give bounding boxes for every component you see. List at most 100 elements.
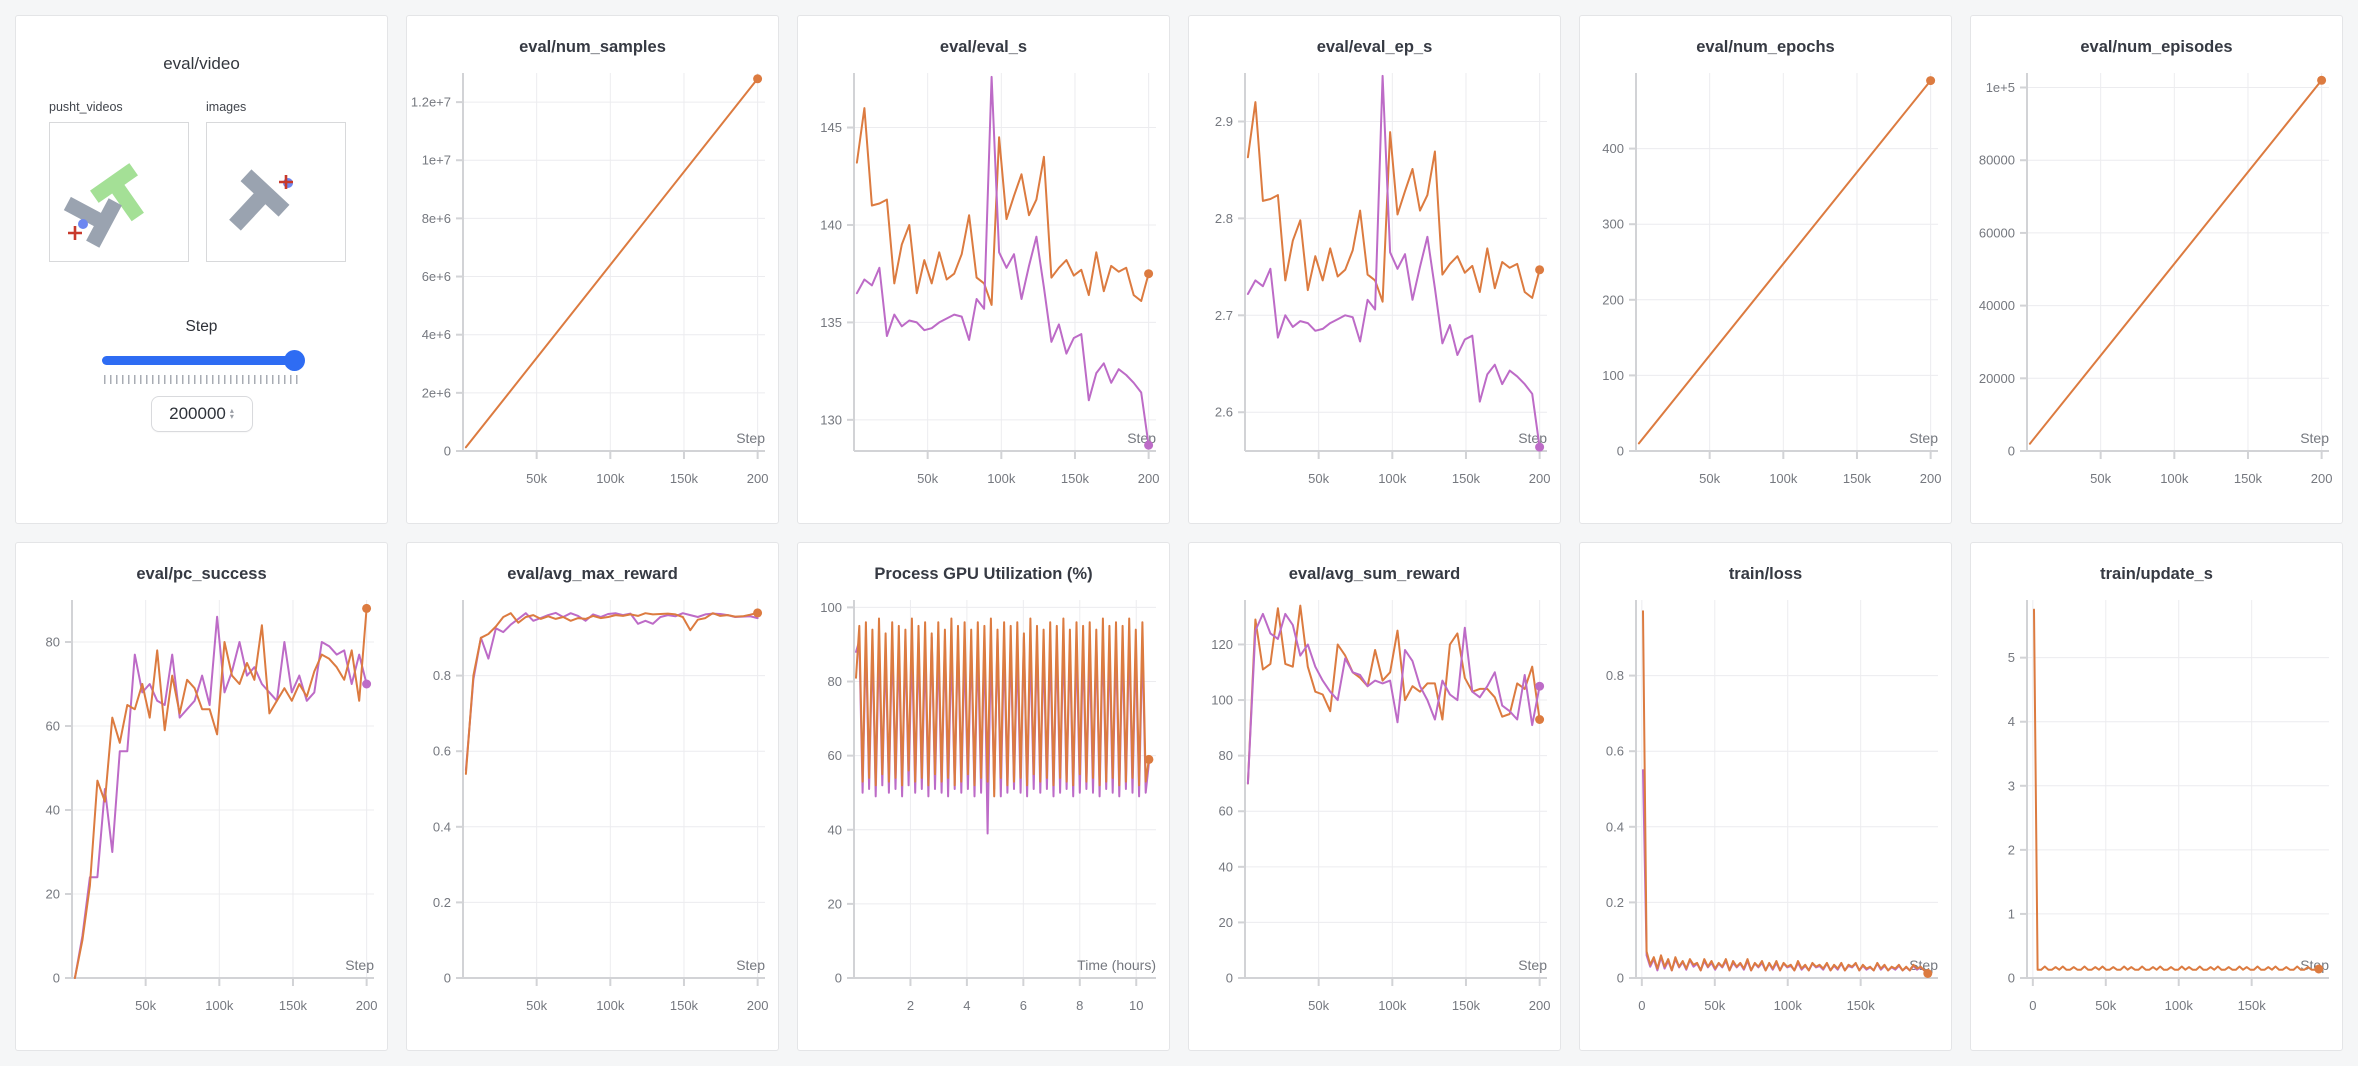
svg-text:8: 8	[1076, 998, 1083, 1013]
svg-text:50k: 50k	[135, 998, 156, 1013]
svg-text:50k: 50k	[2095, 998, 2116, 1013]
chart-panel-gpu-utilization[interactable]: Process GPU Utilization (%) 0 20 40 60 80 100…	[797, 542, 1170, 1051]
target-cross-icon	[68, 226, 82, 240]
svg-text:20: 20	[828, 896, 842, 911]
pusht-video-thumbnail[interactable]	[49, 122, 189, 262]
svg-text:60: 60	[46, 719, 60, 734]
svg-text:6: 6	[1020, 998, 1027, 1013]
line-chart: 0 20 40 60 80 100 120 50k 100k 150k 200 Step	[1211, 600, 1551, 1013]
svg-text:0: 0	[2029, 998, 2036, 1013]
svg-text:2.6: 2.6	[1215, 405, 1233, 420]
chart-panel-eval-pc-success[interactable]: eval/pc_success 0 20 40 60 80 50k 100k 150k 200 S…	[15, 542, 388, 1051]
chart-panel-train-loss[interactable]: train/loss 0 0.2 0.4 0.6 0.8 0 50k 100k 150k Step	[1579, 542, 1952, 1051]
svg-text:60000: 60000	[1979, 225, 2015, 240]
svg-text:200: 200	[747, 471, 769, 486]
step-value: 200000	[169, 404, 226, 423]
svg-text:100k: 100k	[987, 471, 1016, 486]
svg-text:140: 140	[820, 217, 842, 232]
svg-text:0.6: 0.6	[1606, 744, 1624, 759]
svg-text:150k: 150k	[670, 471, 699, 486]
chart-panel-eval-num-samples[interactable]: eval/num_samples 0 2e+6 4e+6 6e+6 8e+6 1e+7 1.…	[406, 15, 779, 524]
svg-text:4: 4	[963, 998, 970, 1013]
step-number-input[interactable]: 200000 ▴ ▾	[150, 396, 253, 432]
svg-text:100k: 100k	[596, 998, 625, 1013]
stepper-down-icon[interactable]: ▾	[229, 412, 234, 421]
svg-text:200: 200	[747, 998, 769, 1013]
svg-text:1e+7: 1e+7	[422, 153, 451, 168]
svg-text:50k: 50k	[1704, 998, 1725, 1013]
step-slider[interactable]	[101, 350, 305, 371]
svg-text:2.9: 2.9	[1215, 114, 1233, 129]
svg-text:1e+5: 1e+5	[1986, 80, 2015, 95]
svg-text:2.7: 2.7	[1215, 308, 1233, 323]
panel-eval-video[interactable]: eval/video pusht_videos	[15, 15, 388, 524]
agent-dot-icon	[78, 219, 88, 229]
chart-title: eval/num_samples	[519, 38, 666, 56]
media-pusht-videos: pusht_videos	[49, 100, 189, 262]
svg-text:Step: Step	[736, 957, 765, 973]
svg-text:0.2: 0.2	[433, 895, 451, 910]
svg-text:150k: 150k	[1843, 471, 1872, 486]
chart-panel-eval-eval-s[interactable]: eval/eval_s 130 135 140 145 50k 100k 150k 200 St…	[797, 15, 1170, 524]
svg-text:130: 130	[820, 412, 842, 427]
svg-text:50k: 50k	[1308, 998, 1329, 1013]
chart-panel-train-update-s[interactable]: train/update_s 0 1 2 3 4 5 0 50k 100k 150k Step	[1970, 542, 2343, 1051]
media-label: images	[206, 100, 247, 114]
image-scene-icon	[229, 169, 293, 231]
svg-text:200: 200	[1529, 998, 1551, 1013]
chart-panel-eval-eval-ep-s[interactable]: eval/eval_ep_s 2.6 2.7 2.8 2.9 50k 100k 150k 20…	[1188, 15, 1561, 524]
svg-text:Time (hours): Time (hours)	[1077, 957, 1156, 973]
svg-text:6e+6: 6e+6	[422, 269, 451, 284]
svg-text:0: 0	[444, 444, 451, 459]
svg-text:100k: 100k	[2160, 471, 2189, 486]
svg-text:20: 20	[46, 887, 60, 902]
chart-panel-eval-avg-sum-reward[interactable]: eval/avg_sum_reward 0 20 40 60 80 100 120 50k 10…	[1188, 542, 1561, 1051]
svg-text:3: 3	[2008, 778, 2015, 793]
slider-track[interactable]	[101, 356, 302, 365]
chart-panel-eval-num-epochs[interactable]: eval/num_epochs 0 100 200 300 400 50k 100k 150k…	[1579, 15, 1952, 524]
slider-thumb[interactable]	[283, 350, 305, 371]
svg-text:20: 20	[1219, 915, 1233, 930]
svg-text:0: 0	[53, 971, 60, 986]
svg-text:Step: Step	[2300, 430, 2329, 446]
svg-text:145: 145	[820, 120, 842, 135]
svg-text:0.4: 0.4	[1606, 819, 1624, 834]
svg-text:100k: 100k	[1769, 471, 1798, 486]
chart-title: eval/eval_s	[939, 38, 1028, 56]
svg-text:40: 40	[828, 822, 842, 837]
svg-text:200: 200	[1138, 471, 1160, 486]
chart-panel-eval-avg-max-reward[interactable]: eval/avg_max_reward 0 0.2 0.4 0.6 0.8 50k 100k…	[406, 542, 779, 1051]
svg-text:100: 100	[820, 600, 842, 615]
stepper-arrows[interactable]: ▴ ▾	[229, 406, 234, 421]
svg-text:5: 5	[2008, 650, 2015, 665]
chart-title: eval/eval_ep_s	[1316, 38, 1433, 56]
svg-text:200: 200	[2311, 471, 2333, 486]
svg-text:4e+6: 4e+6	[422, 327, 451, 342]
svg-text:150k: 150k	[1452, 998, 1481, 1013]
svg-text:150k: 150k	[2238, 998, 2267, 1013]
svg-text:0: 0	[2008, 444, 2015, 459]
media-label: pusht_videos	[49, 100, 123, 114]
images-thumbnail[interactable]	[206, 122, 346, 262]
svg-text:100: 100	[1211, 693, 1233, 708]
panel-title: eval/video	[163, 54, 240, 73]
stepper-up-icon[interactable]: ▴	[229, 406, 234, 415]
svg-text:10: 10	[1129, 998, 1143, 1013]
svg-text:400: 400	[1602, 141, 1624, 156]
svg-text:0.4: 0.4	[433, 819, 451, 834]
svg-text:300: 300	[1602, 217, 1624, 232]
svg-text:Step: Step	[1518, 430, 1547, 446]
svg-text:1: 1	[2008, 906, 2015, 921]
svg-text:150k: 150k	[1452, 471, 1481, 486]
svg-text:135: 135	[820, 315, 842, 330]
svg-text:1.2e+7: 1.2e+7	[411, 95, 451, 110]
chart-title: train/loss	[1728, 565, 1803, 583]
slider-ruler-ticks	[103, 375, 300, 384]
chart-panel-eval-num-episodes[interactable]: eval/num_episodes 0 20000 40000 60000 80000 1…	[1970, 15, 2343, 524]
svg-text:50k: 50k	[1699, 471, 1720, 486]
media-images: images	[206, 100, 346, 262]
line-chart: 2.6 2.7 2.8 2.9 50k 100k 150k 200 Step	[1215, 73, 1550, 486]
